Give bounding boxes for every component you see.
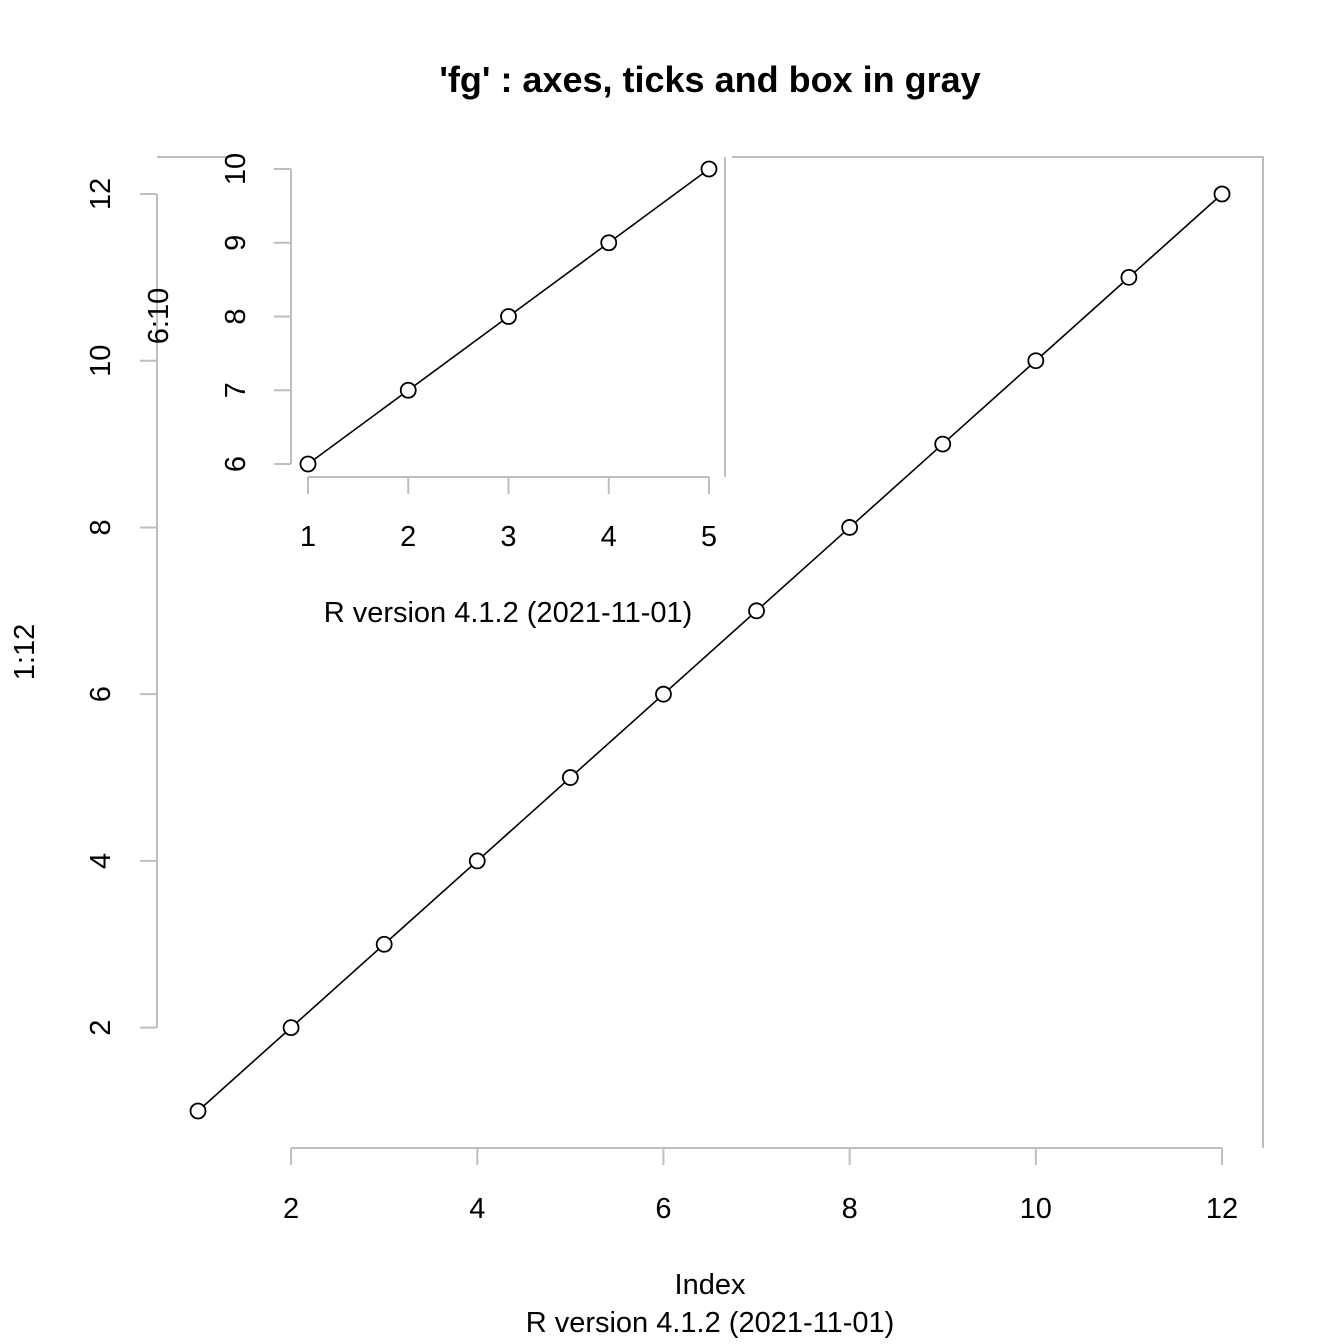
main-y-tick-label: 2 xyxy=(85,1020,117,1036)
main-data-point xyxy=(1120,268,1138,286)
inset-y-tick-label: 10 xyxy=(220,153,252,185)
main-data-point xyxy=(748,602,765,620)
main-subtitle: R version 4.1.2 (2021-11-01) xyxy=(526,1307,895,1339)
inset-data-point xyxy=(600,234,618,252)
inset-x-tick-label: 1 xyxy=(300,521,316,553)
main-x-axis-label: Index xyxy=(675,1269,746,1301)
main-data-point xyxy=(468,852,486,870)
inset-y-axis-label: 6:10 xyxy=(143,288,175,344)
main-data-point xyxy=(561,769,579,786)
inset-series-points xyxy=(299,160,718,473)
main-y-axis-label: 1:12 xyxy=(9,624,41,680)
inset-x-tick-label: 5 xyxy=(701,521,717,553)
inset-y-tick-label: 6 xyxy=(220,456,252,472)
main-data-point xyxy=(655,685,672,703)
main-data-point xyxy=(375,935,393,953)
main-title: 'fg' : axes, ticks and box in gray xyxy=(439,59,980,100)
main-data-point xyxy=(1027,352,1045,370)
main-data-point xyxy=(841,519,859,536)
inset-y-tick-label: 9 xyxy=(220,235,252,251)
main-x-tick-label: 4 xyxy=(469,1193,485,1225)
inset-x-tick-label: 4 xyxy=(601,521,617,553)
main-y-tick-label: 12 xyxy=(85,178,117,210)
main-y-tick-label: 8 xyxy=(85,519,117,535)
main-x-tick-label: 12 xyxy=(1206,1193,1238,1225)
inset-y-tick-label: 8 xyxy=(220,308,252,324)
main-data-point xyxy=(1213,185,1231,203)
inset-x-axis-label: R version 4.1.2 (2021-11-01) xyxy=(324,597,693,629)
inset-x-tick-label: 2 xyxy=(400,521,416,553)
main-data-point xyxy=(189,1102,207,1120)
main-y-tick-label: 10 xyxy=(85,345,117,377)
main-series-points xyxy=(189,185,1231,1120)
main-x-tick-label: 2 xyxy=(283,1193,299,1225)
inset-axes: 1 2 3 4 5 6 7 8 9 10 xyxy=(220,153,717,553)
main-data-point xyxy=(934,435,952,453)
main-y-tick-label: 6 xyxy=(85,686,117,702)
inset-background xyxy=(232,150,732,490)
main-data-point xyxy=(282,1019,300,1037)
inset-data-point xyxy=(299,455,317,473)
main-x-tick-label: 10 xyxy=(1020,1193,1052,1225)
inset-data-point xyxy=(399,381,417,399)
inset-y-tick-label: 7 xyxy=(220,382,252,398)
inset-data-point xyxy=(700,160,718,178)
main-y-tick-label: 4 xyxy=(85,853,117,869)
main-x-tick-label: 8 xyxy=(842,1193,858,1225)
inset-data-point xyxy=(500,308,517,325)
main-x-tick-label: 6 xyxy=(655,1193,671,1225)
main-series-line xyxy=(197,193,1223,1112)
inset-x-tick-label: 3 xyxy=(500,521,516,553)
